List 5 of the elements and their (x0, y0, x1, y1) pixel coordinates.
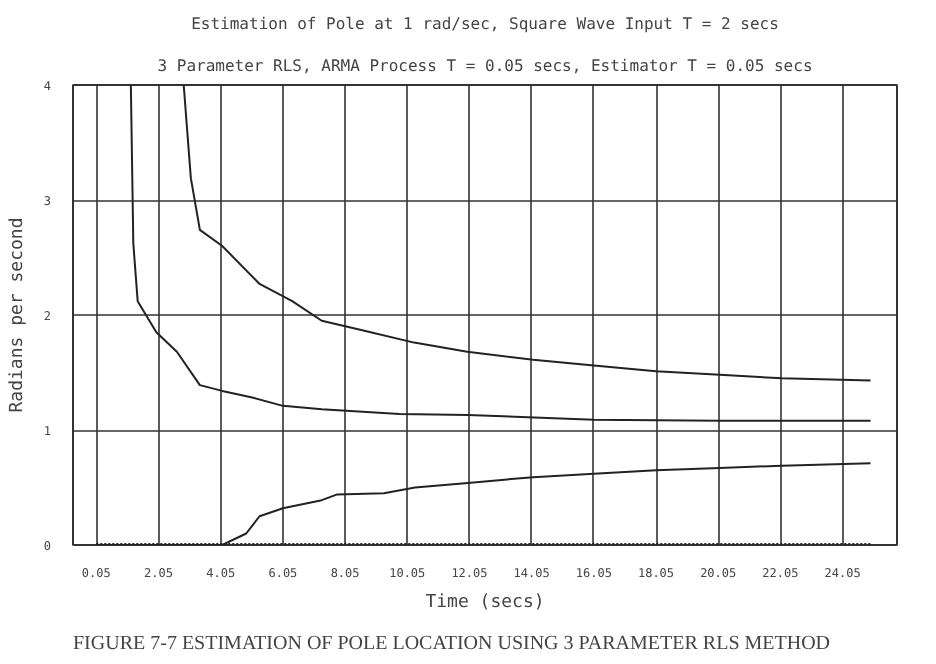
x-axis-title: Time (secs) (425, 593, 545, 613)
y-axis-title: Radians per second (7, 217, 28, 413)
caption: FIGURE 7-7 ESTIMATION OF POLE LOCATION USING 3 PARAMETER RLS METHOD (73, 633, 831, 655)
chart-title: Estimation of Pole at 1 rad/sec, Square Wave Input T = 2 secs (191, 15, 780, 33)
chart-subtitle: 3 Parameter RLS, ARMA Process T = 0.05 secs, Estimator T = 0.05 secs (157, 57, 813, 75)
